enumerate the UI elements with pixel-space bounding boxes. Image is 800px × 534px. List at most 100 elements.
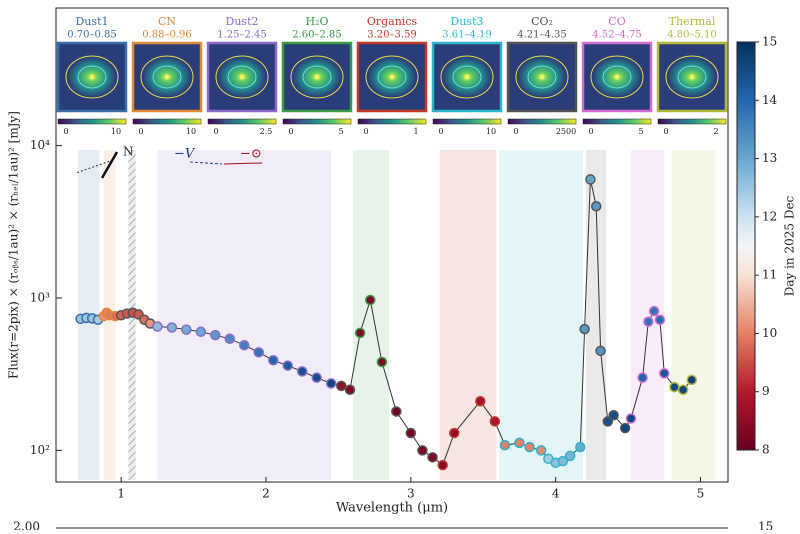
contour bbox=[290, 55, 344, 99]
colorbar-tick-label: 8 bbox=[762, 443, 770, 457]
bands bbox=[77, 150, 715, 480]
contour bbox=[452, 65, 482, 89]
panel-range: 4.52–4.75 bbox=[592, 30, 642, 41]
arrow bbox=[100, 151, 119, 179]
panel-range: 1.25–2.45 bbox=[217, 30, 267, 41]
arrow bbox=[189, 161, 223, 165]
panel-title: CN bbox=[158, 15, 176, 28]
panel-title: Organics bbox=[367, 15, 418, 28]
nucleus bbox=[164, 74, 170, 80]
x-tick-label: 4 bbox=[552, 487, 560, 501]
panel-range: 4.80–5.10 bbox=[667, 30, 717, 41]
nucleus bbox=[89, 74, 95, 80]
panel-title: Dust3 bbox=[451, 15, 484, 28]
next-panel-edge: 2.00 15 bbox=[13, 520, 773, 534]
panel-colorbar bbox=[657, 118, 727, 125]
axes-frame bbox=[55, 7, 729, 483]
arrow bbox=[223, 162, 263, 165]
panel-range: 0.70–0.85 bbox=[67, 30, 117, 41]
data-point bbox=[152, 321, 163, 332]
data-point bbox=[417, 445, 428, 456]
contour bbox=[140, 55, 194, 99]
data-point bbox=[575, 441, 586, 453]
panel-title: CO bbox=[608, 15, 625, 28]
panel-colorbar-tick: 10 bbox=[111, 127, 121, 136]
panel-title: Dust2 bbox=[226, 15, 259, 28]
data-point bbox=[619, 422, 631, 434]
panel-colorbar-tick: 0 bbox=[138, 127, 143, 136]
data-point bbox=[659, 368, 670, 379]
colorbar-tick-label: 13 bbox=[762, 151, 777, 165]
colorbar-tick-label: 15 bbox=[762, 35, 777, 49]
panel-colorbar-tick: 2 bbox=[713, 127, 718, 136]
panel-title: Thermal bbox=[669, 15, 716, 28]
data-point bbox=[391, 406, 402, 417]
data-point bbox=[585, 174, 596, 185]
sun-label: −⊙ bbox=[240, 147, 262, 162]
panel-title: CO₂ bbox=[531, 15, 553, 28]
data-point bbox=[535, 445, 547, 456]
nucleus bbox=[539, 74, 545, 80]
colorbar-tick-label: 11 bbox=[762, 268, 777, 282]
panel-colorbar-tick: 10 bbox=[186, 127, 196, 136]
panel-colorbar-tick: 2.5 bbox=[260, 127, 273, 136]
annotations: N −V −⊙ bbox=[75, 145, 263, 179]
data-point bbox=[311, 372, 322, 383]
panel-colorbar bbox=[582, 118, 652, 125]
data-point bbox=[579, 323, 590, 335]
y-axis-label: Flux(r=2pix) × (rₒᵦₛ/1au)² × (rₕₑₗ/1au)²… bbox=[7, 111, 21, 379]
band bbox=[439, 150, 497, 480]
panel-colorbar-tick: 10 bbox=[486, 127, 496, 136]
nucleus bbox=[239, 74, 245, 80]
contour bbox=[302, 65, 332, 89]
panel-title: Dust1 bbox=[76, 15, 109, 28]
x-tick-label: 5 bbox=[697, 487, 705, 501]
data-point bbox=[181, 324, 192, 335]
data-point bbox=[643, 316, 654, 327]
data-point bbox=[437, 459, 448, 471]
data-point bbox=[267, 355, 279, 366]
data-point bbox=[648, 305, 660, 317]
nucleus bbox=[389, 74, 395, 80]
contour bbox=[665, 55, 719, 99]
colorbar bbox=[736, 41, 756, 451]
panel-colorbar-tick: 5 bbox=[338, 127, 343, 136]
panel-range: 0.88–0.96 bbox=[142, 30, 192, 41]
contour bbox=[527, 65, 557, 89]
data-point bbox=[557, 455, 569, 467]
nucleus bbox=[464, 74, 470, 80]
panel-colorbar-tick: 2500 bbox=[556, 127, 576, 136]
data-point bbox=[325, 378, 337, 389]
cut-label: 2.00 bbox=[13, 520, 40, 531]
data-point bbox=[595, 345, 606, 357]
panel-colorbar-tick: 0 bbox=[588, 127, 593, 136]
data-point bbox=[524, 441, 535, 453]
colorbar-tick-label: 12 bbox=[762, 209, 777, 223]
band bbox=[352, 150, 390, 480]
data-point bbox=[499, 440, 511, 451]
data-point bbox=[637, 372, 648, 383]
data-point bbox=[489, 416, 501, 427]
data-point bbox=[564, 450, 576, 462]
data-point bbox=[166, 322, 178, 333]
data-point bbox=[354, 327, 366, 339]
panel-colorbar bbox=[282, 118, 352, 125]
panel-colorbar-tick: 0 bbox=[663, 127, 668, 136]
colorbar-tick-label: 10 bbox=[762, 326, 777, 340]
panel-colorbar bbox=[207, 118, 277, 125]
contour bbox=[590, 55, 644, 99]
north-label: N bbox=[123, 145, 134, 159]
contour bbox=[152, 65, 182, 89]
data-point bbox=[686, 374, 698, 386]
cut-label: 15 bbox=[758, 520, 773, 531]
panel-title: H₂O bbox=[305, 15, 328, 28]
data-point bbox=[344, 384, 356, 395]
colorbar-tick-label: 14 bbox=[762, 93, 778, 107]
panel-colorbar-tick: 5 bbox=[638, 127, 643, 136]
x-tick-label: 3 bbox=[407, 487, 415, 501]
data-point bbox=[365, 294, 376, 306]
data-point bbox=[239, 339, 250, 351]
data-point bbox=[376, 356, 388, 368]
contour bbox=[440, 55, 494, 99]
